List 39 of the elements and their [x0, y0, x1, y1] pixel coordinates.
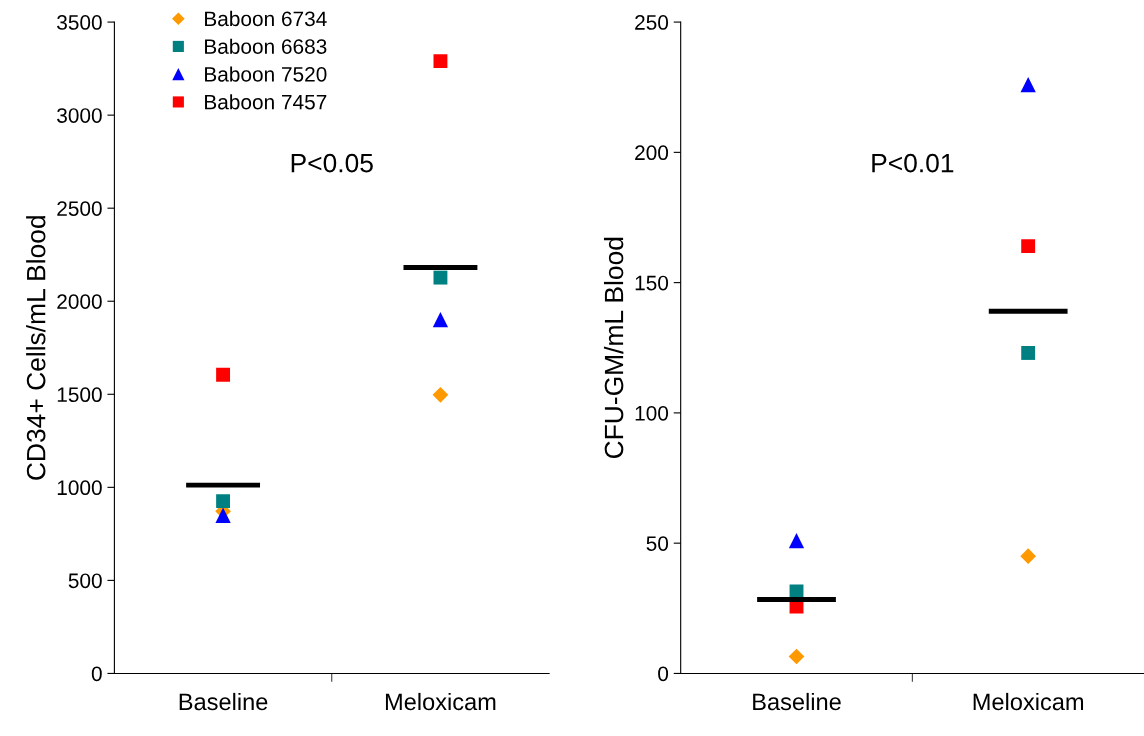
y-tick-label: 0 — [658, 666, 669, 682]
point — [215, 507, 231, 523]
x-tick-label: Meloxicam — [973, 692, 1084, 711]
point — [788, 648, 805, 665]
y-tick-label: 500 — [68, 573, 102, 589]
x-tick-label: Meloxicam — [385, 692, 496, 711]
point — [1020, 548, 1037, 565]
y-tick-label: 250 — [635, 15, 669, 30]
y-tick-label: 50 — [646, 536, 669, 551]
point — [1021, 239, 1036, 254]
x-tick-label: Baseline — [179, 692, 268, 711]
y-tick-label: 1000 — [57, 480, 102, 496]
y-axis-title: CFU-GM/mL Blood — [603, 237, 624, 459]
y-tick-label: 3500 — [57, 15, 102, 30]
point — [788, 532, 805, 549]
point — [1020, 76, 1036, 93]
point — [216, 494, 231, 509]
annotation: P<0.01 — [872, 153, 954, 173]
legend-label: Baboon 7457 — [205, 94, 327, 110]
y-tick-label: 3000 — [57, 108, 102, 123]
x-tick-label: Baseline — [753, 692, 841, 711]
legend-label: Baboon 6683 — [205, 38, 327, 54]
y-tick-label: 0 — [91, 666, 102, 682]
point — [216, 367, 231, 382]
point — [432, 312, 449, 328]
annotation: P<0.05 — [291, 153, 373, 173]
y-tick-label: 150 — [635, 275, 669, 291]
y-tick-label: 200 — [635, 145, 669, 161]
y-tick-label: 2000 — [57, 294, 102, 309]
point — [433, 54, 448, 69]
point — [433, 270, 448, 285]
point — [432, 386, 449, 403]
y-axis-title: CD34+ Cells/mL Blood — [26, 216, 46, 480]
y-tick-label: 2500 — [57, 201, 102, 216]
y-tick-label: 100 — [635, 405, 669, 421]
legend-label: Baboon 6734 — [205, 10, 327, 27]
point — [1021, 346, 1036, 360]
legend-label: Baboon 7520 — [205, 66, 327, 82]
y-tick-label: 1500 — [57, 387, 102, 403]
